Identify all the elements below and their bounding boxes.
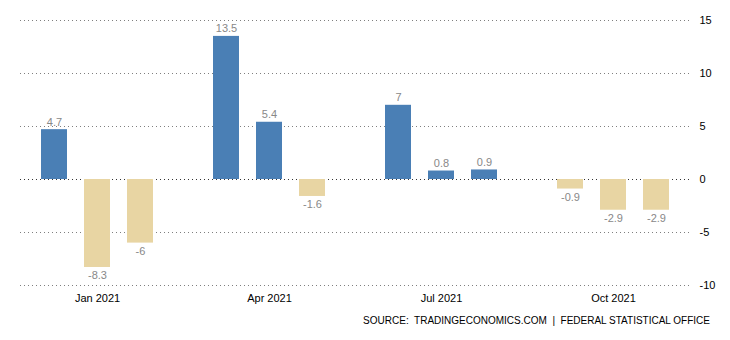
svg-text:-10: -10	[700, 279, 716, 291]
svg-text:13.5: 13.5	[216, 22, 237, 34]
svg-text:-2.9: -2.9	[647, 212, 666, 224]
svg-text:Jan 2021: Jan 2021	[75, 292, 120, 304]
svg-text:0.8: 0.8	[434, 157, 449, 169]
svg-text:4.7: 4.7	[47, 116, 62, 128]
svg-text:-1.6: -1.6	[303, 198, 322, 210]
svg-text:10: 10	[700, 67, 712, 79]
svg-text:-0.9: -0.9	[561, 191, 580, 203]
html-text:SOURCE: TRADINGECONOMICS.COM |: SOURCE: TRADINGECONOMICS.COM | FEDERAL S…	[363, 315, 710, 326]
svg-text:-8.3: -8.3	[88, 269, 107, 281]
svg-text:0: 0	[700, 173, 706, 185]
svg-text:0.9: 0.9	[477, 156, 492, 168]
svg-text:7: 7	[395, 91, 401, 103]
svg-text:-2.9: -2.9	[604, 212, 623, 224]
svg-text:Apr 2021: Apr 2021	[247, 292, 292, 304]
svg-text:15: 15	[700, 14, 712, 26]
svg-text:Oct 2021: Oct 2021	[591, 292, 636, 304]
svg-text:Jul 2021: Jul 2021	[421, 292, 463, 304]
svg-text:-5: -5	[700, 226, 710, 238]
svg-text:5: 5	[700, 120, 706, 132]
svg-text:5.4: 5.4	[262, 108, 277, 120]
svg-text:-6: -6	[136, 245, 146, 257]
